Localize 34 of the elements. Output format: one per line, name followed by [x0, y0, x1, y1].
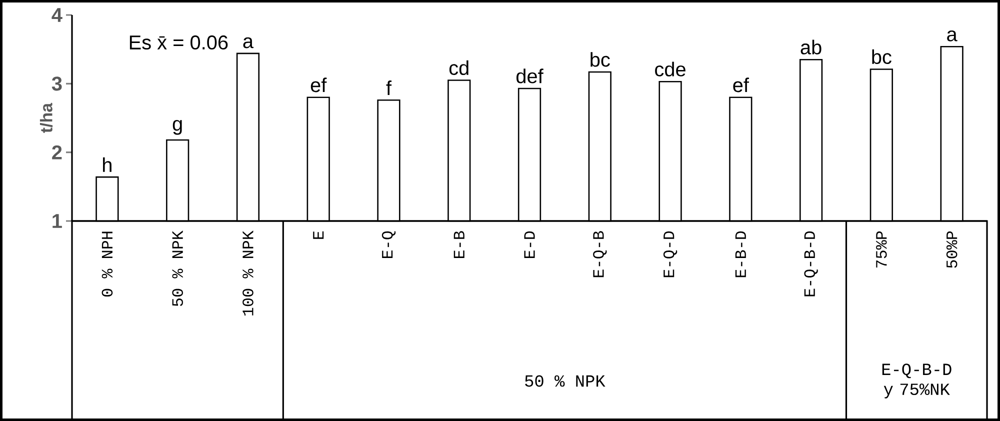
- data-label: g: [172, 120, 182, 135]
- data-label: ef: [733, 78, 749, 92]
- x-tick-label: 100 % NPK: [242, 230, 254, 316]
- data-label: ef: [310, 78, 327, 92]
- data-label: bc: [590, 52, 610, 67]
- x-tick-label: E-Q: [382, 231, 396, 258]
- y-tick-label: 4: [52, 8, 62, 22]
- x-tick-label: 75%P: [876, 231, 887, 268]
- data-label: a: [243, 37, 254, 48]
- x-tick-label: 0 % NPH: [102, 232, 113, 297]
- data-label: def: [516, 68, 544, 84]
- data-label: h: [103, 157, 112, 172]
- x-tick-label: E: [313, 231, 324, 239]
- data-label: bc: [872, 49, 892, 64]
- data-label: cde: [655, 62, 686, 76]
- x-tick-label: E-Q-B: [593, 231, 607, 278]
- y-tick-label: 3: [52, 76, 62, 91]
- text: E-Q-B-D y 75%NK: [882, 364, 952, 398]
- x-tick-label: E-Q-B-D: [804, 231, 818, 296]
- x-tick-label: E-D: [524, 231, 535, 258]
- y-tick-label: 2: [52, 145, 62, 160]
- x-tick-label: E-Q-D: [663, 231, 678, 278]
- x-tick-label: 50%P: [946, 231, 958, 268]
- y-axis-title: t/ha: [40, 102, 53, 133]
- x-tick-label: E-B-D: [735, 231, 746, 278]
- data-label: cd: [449, 60, 468, 76]
- x-tick-label: E-B: [454, 231, 464, 258]
- data-label: f: [386, 80, 392, 95]
- x-tick-label: 50 % NPK: [172, 230, 183, 306]
- data-label: ab: [800, 40, 822, 54]
- data-label: a: [947, 30, 958, 42]
- y-tick-label: 1: [52, 214, 62, 228]
- annotation: Es x̄ = 0.06: [130, 35, 228, 50]
- text: 50 % NPK: [525, 375, 606, 387]
